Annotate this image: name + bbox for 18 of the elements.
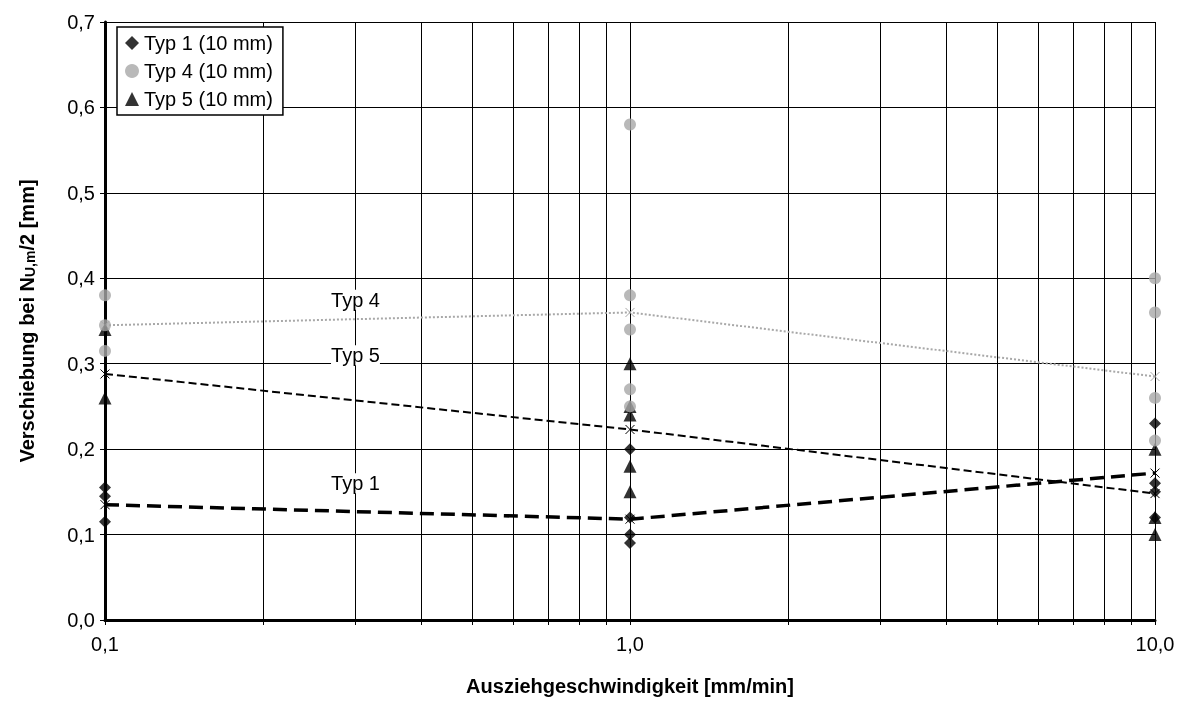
legend-label: Typ 1 (10 mm) — [144, 32, 273, 54]
legend-label: Typ 4 (10 mm) — [144, 60, 273, 82]
annotation: Typ 1 — [331, 472, 380, 495]
y-tick-label: 0,0 — [67, 609, 95, 631]
x-tick-label: 0,1 — [91, 633, 119, 655]
x-tick-label: 10,0 — [1135, 633, 1175, 655]
y-tick-label: 0,3 — [67, 352, 95, 375]
legend-label: Typ 5 (10 mm) — [144, 88, 273, 110]
y-tick-label: 0,2 — [67, 438, 95, 461]
y-tick-label: 0,4 — [67, 267, 95, 290]
x-axis-title: Ausziehgeschwindigkeit [mm/min] — [466, 675, 794, 697]
annotation: Typ 5 — [331, 344, 380, 367]
y-tick-label: 0,7 — [67, 11, 95, 33]
y-tick-label: 0,6 — [67, 96, 95, 119]
annotation: Typ 4 — [331, 288, 380, 311]
y-tick-label: 0,1 — [67, 523, 95, 546]
y-tick-label: 0,5 — [67, 181, 95, 204]
x-tick-label: 1,0 — [616, 633, 644, 655]
